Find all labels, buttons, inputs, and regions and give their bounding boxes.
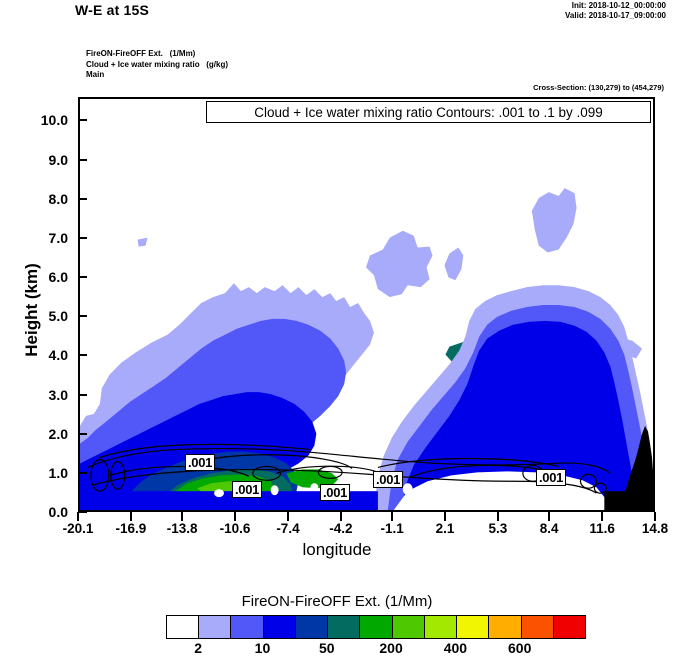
mixing-ratio-variable-label: Cloud + Ice water mixing ratio (g/kg) (86, 59, 229, 69)
y-tick-mark (78, 197, 87, 200)
colorbar-cell-dark-blue (295, 616, 329, 638)
y-tick-mark (78, 354, 87, 357)
x-tick-label: -20.1 (62, 521, 94, 536)
y-tick-label: 10.0 (40, 112, 68, 129)
y-tick-mark (78, 315, 87, 318)
contour-label-2: .001 (232, 481, 263, 498)
x-tick-mark (339, 512, 342, 521)
contour-title-box: Cloud + Ice water mixing ratio Contours:… (206, 101, 651, 123)
y-tick-mark (78, 276, 87, 279)
y-tick-label: 0.0 (48, 504, 68, 520)
y-tick-label: 5.0 (48, 308, 68, 325)
colorbar-title: FireON-FireOFF Ext. (1/Mm) (241, 593, 433, 610)
y-tick-label: 8.0 (48, 190, 68, 207)
variable-info-block: FireON-FireOFF Ext. (1/Mm) Cloud + Ice w… (86, 49, 228, 81)
x-tick-label: 8.4 (539, 521, 559, 536)
x-tick-mark (496, 512, 499, 521)
y-tick-mark (78, 393, 87, 396)
x-tick-label: 14.8 (641, 521, 669, 536)
colorbar-cell-teal (328, 616, 361, 638)
init-time-label: Init: 2018-10-12_00:00:00 (571, 1, 666, 10)
contour-field (80, 99, 653, 510)
x-tick-mark (234, 512, 237, 521)
x-tick-label: -16.9 (115, 521, 147, 536)
colorbar-cell-amber (489, 616, 522, 638)
contour-label-1: .001 (185, 454, 216, 471)
y-tick-label: 4.0 (48, 347, 68, 364)
x-tick-label: -4.2 (329, 521, 353, 536)
y-tick-label: 1.0 (48, 464, 68, 481)
y-tick-mark (78, 511, 87, 513)
y-tick-label: 6.0 (48, 269, 68, 286)
y-tick-mark (78, 471, 87, 474)
y-tick-mark (78, 158, 87, 161)
colorbar-cell-white (167, 616, 200, 638)
y-tick-label: 2.0 (48, 425, 68, 442)
y-tick-mark (78, 432, 87, 435)
x-tick-mark (654, 512, 656, 521)
colorbar-label: 2 (194, 640, 203, 656)
colorbar-cell-red (553, 616, 586, 638)
surface-voids (214, 483, 569, 499)
bottom-blue-sheet-left (80, 491, 378, 510)
colorbar-cell-pure-blue (263, 616, 296, 638)
contour-label-3: .001 (320, 484, 351, 501)
colorbar-cell-yellow (457, 616, 490, 638)
terrain-silhouette (620, 425, 653, 510)
x-tick-label: 2.1 (435, 521, 455, 536)
y-tick-mark (78, 119, 87, 122)
x-axis-title: longitude (302, 540, 372, 559)
extinction-variable-label: FireON-FireOFF Ext. (1/Mm) (86, 49, 196, 58)
colorbar-label: 50 (318, 640, 335, 656)
colorbar-cell-bright-green (392, 616, 425, 638)
y-tick-label: 3.0 (48, 386, 68, 403)
colorbar-label: 200 (379, 640, 403, 656)
domain-label: Main (86, 70, 105, 79)
colorbar (166, 615, 586, 639)
x-tick-mark (286, 512, 289, 521)
x-tick-label: 5.3 (488, 521, 508, 536)
x-tick-label: -7.4 (276, 521, 300, 536)
y-tick-label: 7.0 (48, 229, 68, 246)
y-axis-ticks: 0.0 1.0 2.0 3.0 4.0 5.0 6.0 7.0 8.0 9.0 10.0 (24, 97, 87, 519)
x-tick-mark (391, 512, 394, 521)
contour-label-5: .001 (536, 469, 567, 486)
colorbar-label: 10 (254, 640, 271, 656)
x-tick-mark (181, 512, 184, 521)
x-tick-mark (77, 512, 79, 521)
colorbar-cell-yellow-green (424, 616, 458, 638)
valid-time-label: Valid: 2018-10-17_09:00:00 (565, 11, 666, 20)
x-tick-mark (601, 512, 604, 521)
colorbar-label: 400 (443, 640, 468, 656)
page-title: W-E at 15S (75, 2, 150, 18)
x-tick-label: -10.6 (219, 521, 251, 536)
x-tick-label: -13.8 (166, 521, 198, 536)
x-tick-mark (444, 512, 447, 521)
x-tick-label: -1.1 (380, 521, 404, 536)
x-tick-mark (129, 512, 132, 521)
cross-section-label: Cross-Section: (130,279) to (454,279) (533, 83, 664, 92)
y-tick-mark (78, 236, 87, 239)
y-tick-label: 9.0 (48, 151, 68, 168)
x-tick-label: 11.6 (589, 521, 615, 536)
contour-label-4: .001 (373, 471, 404, 488)
contour-title-text: Cloud + Ice water mixing ratio Contours:… (254, 104, 603, 120)
colorbar-cell-medium-blue-violet (231, 616, 264, 638)
colorbar-cell-light-periwinkle (199, 616, 232, 638)
colorbar-cell-orange-red (521, 616, 554, 638)
cross-section-plot: .001 .001 .001 .001 .001 Cloud + Ice wat… (78, 97, 655, 512)
x-tick-mark (548, 512, 551, 521)
colorbar-label: 600 (508, 640, 532, 656)
terrain-base (604, 491, 653, 510)
colorbar-cell-green (360, 616, 393, 638)
